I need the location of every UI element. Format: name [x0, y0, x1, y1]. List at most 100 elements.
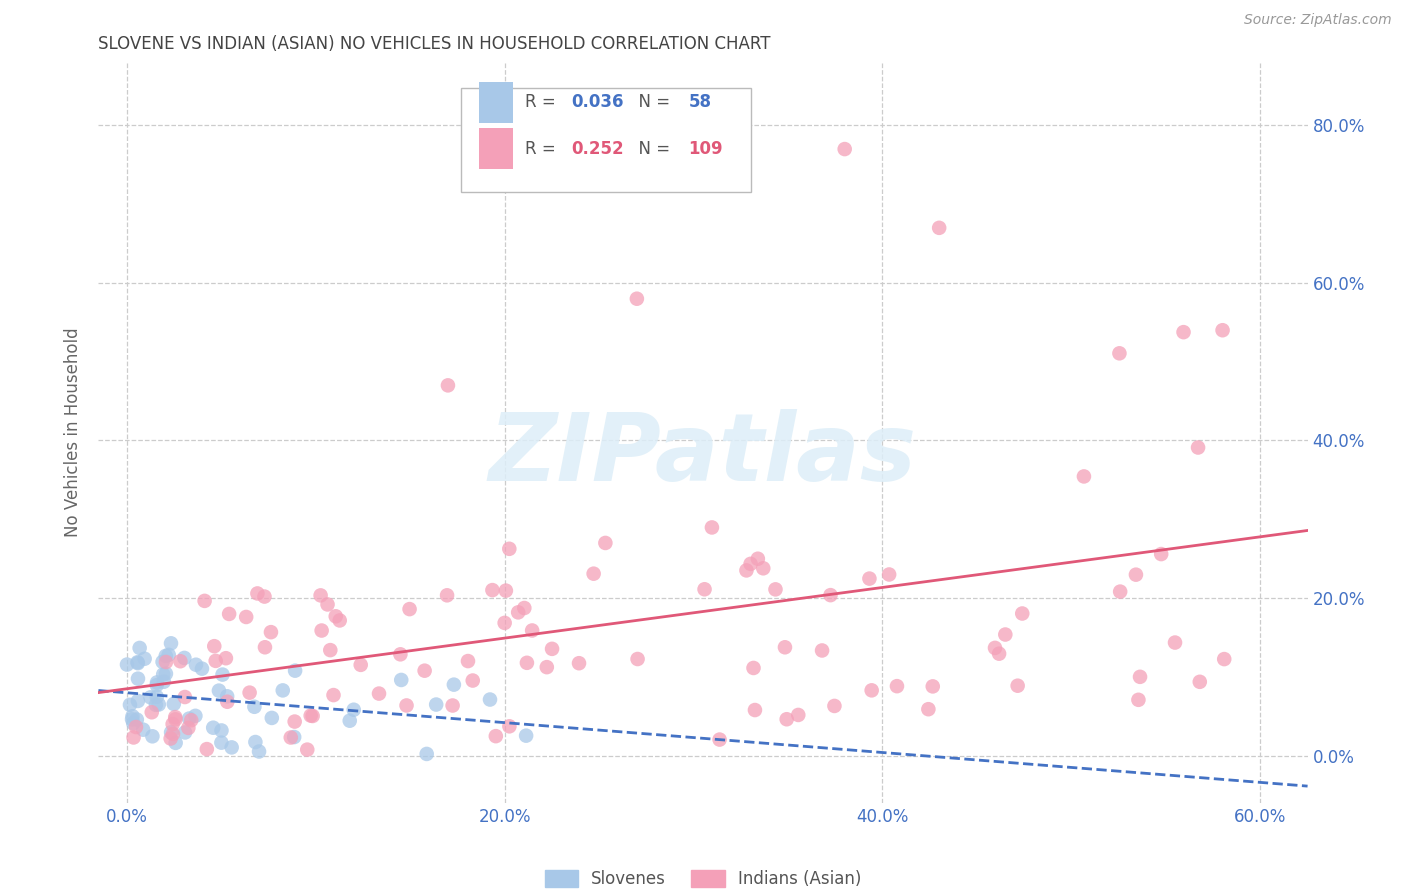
Point	[284, 714, 307, 729]
Point	[425, 698, 447, 712]
Point	[239, 685, 262, 699]
Point	[173, 651, 195, 665]
Point	[127, 655, 149, 669]
Point	[1109, 584, 1132, 599]
FancyBboxPatch shape	[479, 82, 513, 123]
Point	[162, 727, 184, 741]
Point	[297, 742, 319, 756]
Point	[787, 708, 810, 723]
Point	[204, 654, 226, 668]
Point	[921, 679, 943, 693]
Point	[860, 683, 883, 698]
Point	[700, 520, 723, 534]
Point	[299, 708, 322, 723]
Point	[208, 683, 231, 698]
Y-axis label: No Vehicles in Household: No Vehicles in Household	[65, 327, 83, 538]
Point	[436, 588, 458, 602]
Point	[820, 588, 842, 602]
Point	[395, 698, 418, 713]
Point	[122, 716, 145, 731]
Point	[195, 742, 218, 756]
Point	[169, 654, 191, 668]
Point	[536, 660, 558, 674]
Point	[209, 736, 232, 750]
Point	[322, 688, 344, 702]
Point	[202, 721, 225, 735]
Point	[325, 609, 347, 624]
Point	[155, 666, 177, 681]
Point	[211, 667, 233, 681]
Point	[134, 652, 156, 666]
Point	[115, 657, 138, 672]
Point	[235, 610, 257, 624]
Point	[221, 740, 243, 755]
Text: R =: R =	[526, 140, 561, 158]
Point	[217, 695, 239, 709]
Point	[398, 602, 420, 616]
FancyBboxPatch shape	[461, 88, 751, 192]
Point	[253, 640, 276, 655]
Point	[1011, 607, 1033, 621]
Point	[141, 729, 163, 743]
Point	[339, 714, 361, 728]
Point	[541, 641, 564, 656]
Point	[1164, 635, 1187, 649]
Point	[1125, 567, 1147, 582]
Text: 0.252: 0.252	[571, 140, 624, 158]
Point	[121, 709, 143, 723]
Point	[443, 678, 465, 692]
Point	[709, 732, 731, 747]
Point	[243, 699, 266, 714]
Point	[163, 697, 186, 711]
Point	[160, 725, 183, 739]
Point	[301, 709, 323, 723]
Point	[513, 601, 536, 615]
Point	[194, 594, 217, 608]
Point	[858, 572, 880, 586]
Point	[173, 690, 195, 704]
Point	[1007, 679, 1029, 693]
Point	[319, 643, 342, 657]
Point	[127, 694, 149, 708]
Text: SLOVENE VS INDIAN (ASIAN) NO VEHICLES IN HOUSEHOLD CORRELATION CHART: SLOVENE VS INDIAN (ASIAN) NO VEHICLES IN…	[98, 35, 770, 53]
Point	[253, 590, 276, 604]
Point	[284, 664, 307, 678]
Point	[776, 712, 799, 726]
Point	[343, 703, 366, 717]
Point	[461, 673, 484, 688]
Point	[520, 624, 543, 638]
Point	[127, 656, 149, 670]
Point	[994, 627, 1017, 641]
Point	[152, 667, 174, 681]
Point	[146, 678, 169, 692]
Point	[165, 710, 187, 724]
Text: Source: ZipAtlas.com: Source: ZipAtlas.com	[1244, 13, 1392, 28]
Point	[146, 690, 169, 704]
Point	[311, 624, 333, 638]
Point	[148, 698, 170, 712]
Point	[811, 643, 834, 657]
Point	[211, 723, 233, 738]
Point	[215, 651, 238, 665]
Point	[773, 640, 796, 655]
Point	[1129, 670, 1152, 684]
Point	[389, 673, 412, 687]
Point	[132, 723, 155, 737]
Point	[437, 378, 460, 392]
Text: 109: 109	[689, 140, 723, 158]
Point	[595, 536, 617, 550]
Point	[271, 683, 294, 698]
Point	[626, 652, 648, 666]
Point	[152, 655, 174, 669]
Point	[1073, 469, 1095, 483]
Point	[159, 731, 181, 746]
Point	[184, 657, 207, 672]
Point	[157, 648, 180, 662]
Point	[309, 588, 332, 602]
Point	[568, 657, 591, 671]
Point	[155, 655, 177, 669]
Point	[917, 702, 939, 716]
Point	[191, 662, 214, 676]
Point	[139, 690, 162, 705]
Point	[145, 698, 167, 712]
